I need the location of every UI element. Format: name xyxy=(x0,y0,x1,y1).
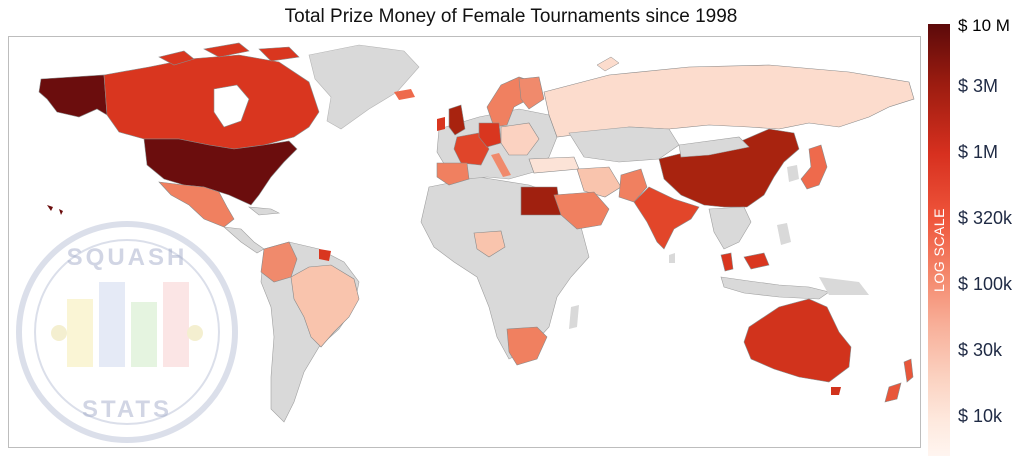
legend-tick-100k: $ 100k xyxy=(958,274,1013,294)
germany-region[interactable] xyxy=(478,122,502,148)
squash-stats-watermark xyxy=(16,221,238,443)
uk-region[interactable] xyxy=(448,104,466,136)
china-region[interactable] xyxy=(658,128,800,208)
turkey-region[interactable] xyxy=(528,156,580,174)
map-title: Total Prize Money of Female Tournaments … xyxy=(284,6,738,27)
saudi-arabia-region[interactable] xyxy=(553,191,610,230)
australia-region[interactable] xyxy=(743,298,852,383)
indonesia-region[interactable] xyxy=(720,276,830,300)
legend-tick-320k: $ 320k xyxy=(958,208,1013,228)
central-america-region[interactable] xyxy=(223,226,265,254)
japan-region[interactable] xyxy=(800,144,828,190)
alaska-region[interactable] xyxy=(38,74,108,118)
arctic-islands-region[interactable] xyxy=(158,42,300,66)
color-scale-bar xyxy=(928,24,950,456)
watermark-bottom-text: STATS xyxy=(82,396,172,423)
iceland-region[interactable] xyxy=(394,89,415,100)
greenland-region[interactable] xyxy=(308,44,420,130)
canada-region[interactable] xyxy=(103,54,320,150)
new-zealand-region[interactable] xyxy=(884,358,914,403)
legend-tick-10m: $ 10 M xyxy=(958,16,1010,35)
legend-axis-label: LOG SCALE xyxy=(931,208,947,292)
pakistan-region[interactable] xyxy=(618,168,648,203)
central-asia-region[interactable] xyxy=(568,126,680,163)
india-region[interactable] xyxy=(633,186,700,250)
colombia-region[interactable] xyxy=(260,241,298,283)
mexico-region[interactable] xyxy=(158,181,235,228)
mongolia-region[interactable] xyxy=(678,136,750,158)
russia-region[interactable] xyxy=(543,64,915,138)
watermark-top-text: SQUASH xyxy=(67,244,188,271)
south-africa-region[interactable] xyxy=(506,326,548,366)
legend-tick-30k: $ 30k xyxy=(958,340,1003,360)
egypt-region[interactable] xyxy=(520,186,562,216)
legend-tick-10k: $ 10k xyxy=(958,406,1003,426)
spain-region[interactable] xyxy=(436,162,470,186)
hawaii-region[interactable] xyxy=(47,205,63,215)
legend-tick-3m: $ 3M xyxy=(958,76,999,96)
legend-tick-1m: $ 1M xyxy=(958,142,999,162)
iran-region[interactable] xyxy=(576,166,622,198)
nigeria-region[interactable] xyxy=(473,230,506,258)
world-map[interactable]: SQUASH STATS xyxy=(8,36,921,448)
malaysia-region[interactable] xyxy=(720,252,770,272)
southeast-asia-region[interactable] xyxy=(708,206,752,250)
finland-region[interactable] xyxy=(518,76,545,110)
world-map-svg: SQUASH STATS xyxy=(16,42,915,443)
eastern-europe-region[interactable] xyxy=(500,122,540,156)
brazil-region[interactable] xyxy=(290,264,360,348)
usa-region[interactable] xyxy=(143,138,298,206)
